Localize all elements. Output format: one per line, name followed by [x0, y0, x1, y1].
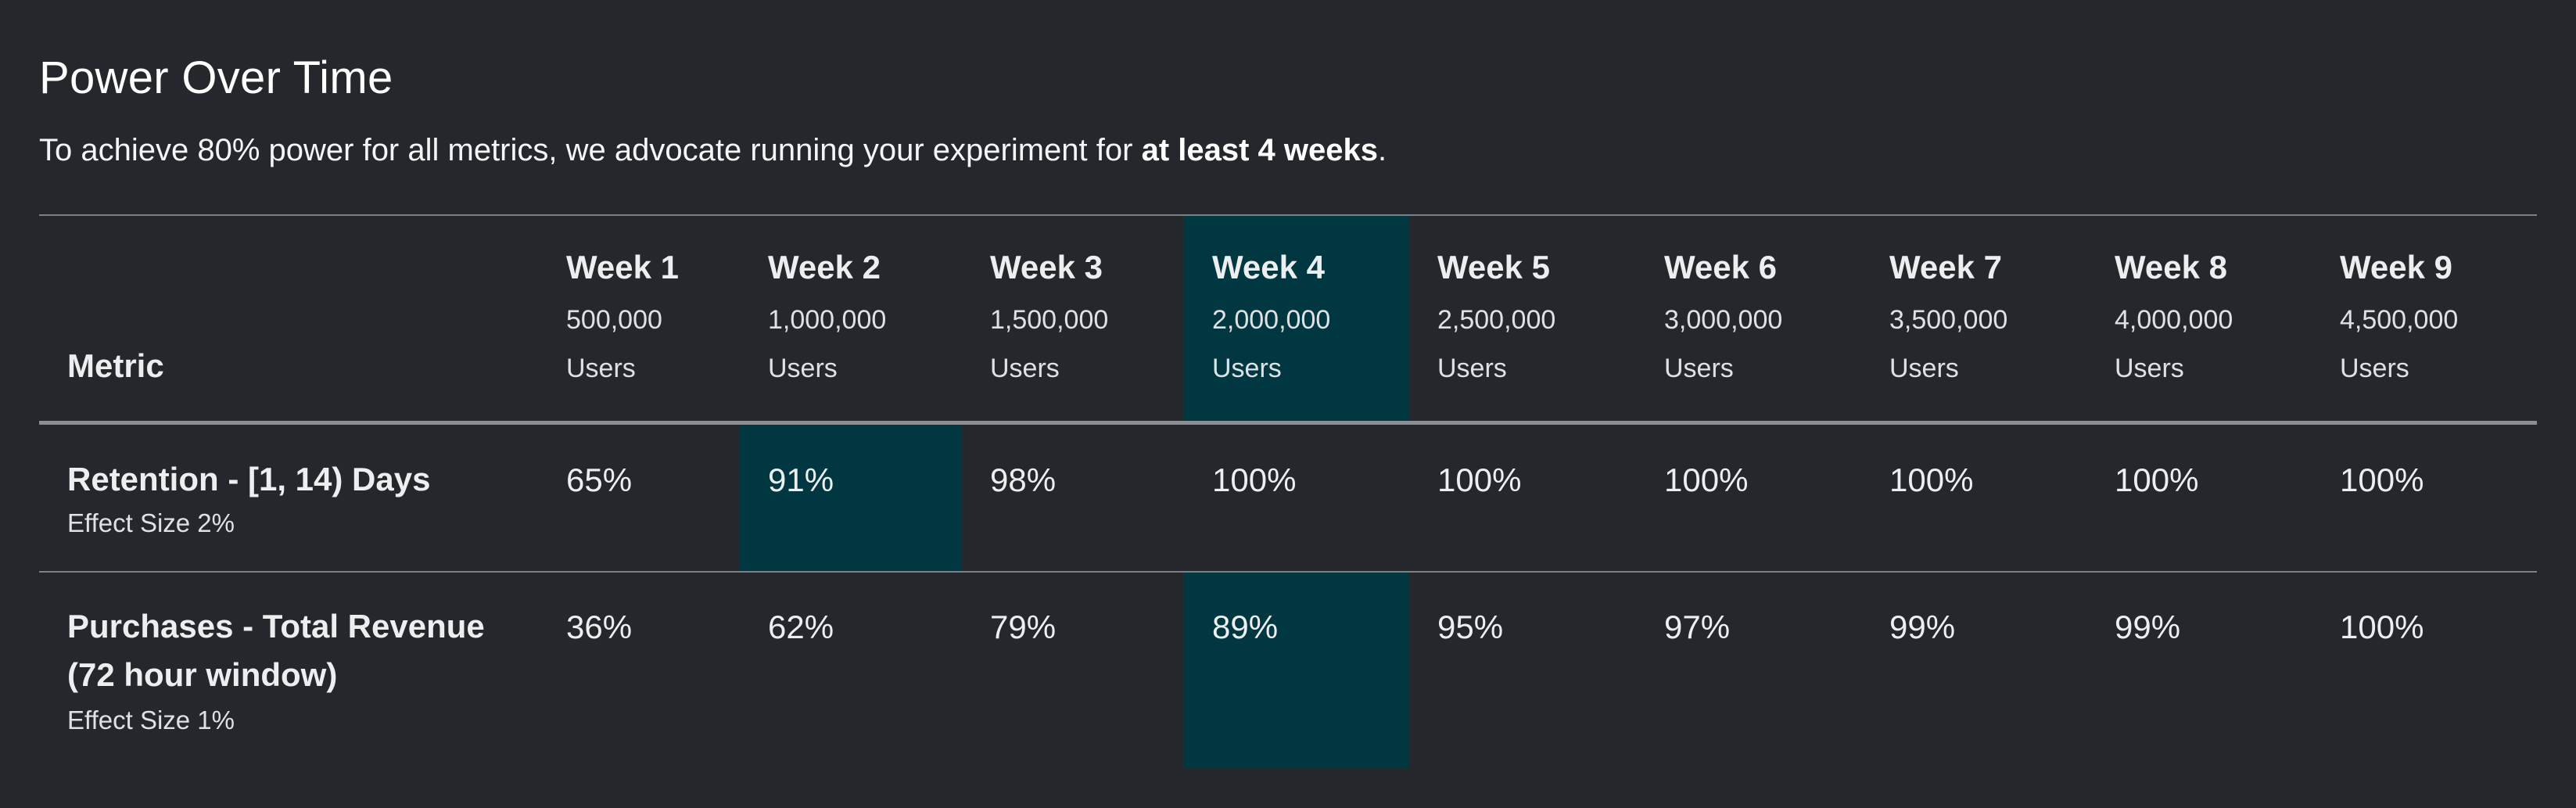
power-value-row2-week2: 62%	[768, 609, 834, 645]
week-users-9: 4,500,000	[2340, 305, 2459, 335]
metric-name-retention: Retention - [1, 14) Days	[67, 461, 431, 497]
week-header-7: Week 7	[1889, 249, 2002, 285]
power-value-row2-week7: 99%	[1889, 609, 1956, 645]
power-value-row2-week8: 99%	[2115, 609, 2181, 645]
power-value-row2-week3: 79%	[990, 609, 1057, 645]
power-value-row2-week1: 36%	[566, 609, 633, 645]
power-value-row2-week9: 100%	[2340, 609, 2424, 645]
week-users-unit-4: Users	[1212, 354, 1282, 383]
metric-effect-purchases: Effect Size 1%	[67, 706, 235, 734]
week-header-4: Week 4	[1212, 249, 1325, 285]
week-header-9: Week 9	[2340, 249, 2452, 285]
power-table: Metric Week 1 500,000 Users Week 2 1,000,000…	[39, 214, 2537, 770]
week-users-2: 1,000,000	[768, 305, 887, 335]
week-users-unit-5: Users	[1437, 354, 1507, 383]
week-users-unit-7: Users	[1889, 354, 1959, 383]
recommendation-text: To achieve 80% power for all metrics, we…	[39, 133, 1387, 168]
page-title: Power Over Time	[39, 52, 393, 103]
metric-name-purchases: Purchases - Total Revenue	[67, 608, 485, 645]
week-users-1: 500,000	[566, 305, 662, 335]
week-header-3: Week 3	[990, 249, 1103, 285]
week-users-unit-8: Users	[2115, 354, 2184, 383]
power-value-row2-week4: 89%	[1212, 609, 1279, 645]
week-users-3: 1,500,000	[990, 305, 1109, 335]
week-users-5: 2,500,000	[1437, 305, 1556, 335]
power-value-row1-week9: 100%	[2340, 461, 2424, 498]
recommendation-duration: at least 4 weeks	[1141, 133, 1378, 167]
week-users-unit-2: Users	[768, 354, 838, 383]
power-value-row1-week6: 100%	[1664, 461, 1749, 498]
power-value-row1-week3: 98%	[990, 461, 1057, 498]
week-users-4: 2,000,000	[1212, 305, 1331, 335]
power-value-row1-week2: 91%	[768, 461, 834, 498]
week-users-unit-3: Users	[990, 354, 1060, 383]
week-users-6: 3,000,000	[1664, 305, 1783, 335]
row-purchases-highlight	[1184, 573, 1409, 768]
week-header-5: Week 5	[1437, 249, 1550, 285]
week-users-unit-6: Users	[1664, 354, 1734, 383]
week-header-2: Week 2	[768, 249, 881, 285]
recommendation-prefix: To achieve 80% power for all metrics, we…	[39, 133, 1142, 167]
power-value-row1-week5: 100%	[1437, 461, 1522, 498]
metric-column-header: Metric	[67, 347, 164, 384]
week-header-8: Week 8	[2115, 249, 2227, 285]
table-header-divider	[39, 421, 2537, 425]
power-value-row1-week7: 100%	[1889, 461, 1974, 498]
power-value-row2-week5: 95%	[1437, 609, 1504, 645]
week-users-7: 3,500,000	[1889, 305, 2008, 335]
power-value-row2-week6: 97%	[1664, 609, 1731, 645]
recommended-week-header-highlight	[1184, 216, 1409, 421]
table-row-divider	[39, 571, 2537, 573]
table-top-divider	[39, 214, 2537, 216]
recommendation-suffix: .	[1378, 133, 1387, 167]
week-header-1: Week 1	[566, 249, 679, 285]
power-value-row1-week1: 65%	[566, 461, 633, 498]
power-value-row1-week4: 100%	[1212, 461, 1297, 498]
metric-name-purchases-line2: (72 hour window)	[67, 656, 338, 693]
row-retention-highlight	[740, 425, 962, 571]
week-users-unit-9: Users	[2340, 354, 2409, 383]
power-value-row1-week8: 100%	[2115, 461, 2199, 498]
week-users-8: 4,000,000	[2115, 305, 2233, 335]
week-users-unit-1: Users	[566, 354, 636, 383]
metric-effect-retention: Effect Size 2%	[67, 508, 235, 537]
week-header-6: Week 6	[1664, 249, 1777, 285]
